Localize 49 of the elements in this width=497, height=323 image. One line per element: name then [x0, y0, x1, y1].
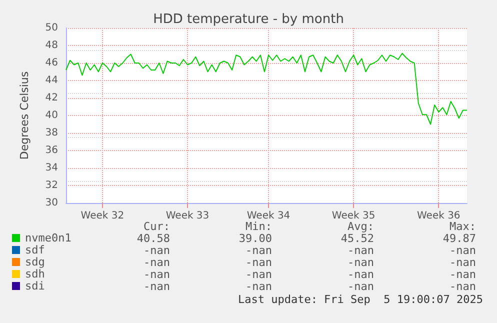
text: Avg:	[348, 220, 374, 233]
y-tick-label: 50	[45, 22, 58, 34]
legend-label: sdh	[25, 268, 45, 280]
text: Last update: Fri Sep 5 19:00:07 2025	[238, 293, 484, 306]
text: Cur:	[144, 220, 170, 233]
legend-label: sdg	[25, 256, 45, 268]
text: Max:	[450, 220, 476, 233]
text: -nan	[144, 268, 170, 281]
y-tick-label: 36	[45, 145, 58, 156]
text: -nan	[246, 268, 272, 281]
text: -nan	[348, 244, 374, 257]
text: -nan	[144, 244, 170, 257]
text: -nan	[246, 256, 272, 269]
text: -nan	[450, 256, 476, 269]
x-tick-label: Week 35	[332, 210, 376, 222]
text: -nan	[450, 244, 476, 257]
text: -nan	[450, 268, 476, 281]
y-axis-title: Degrees Celsius	[18, 71, 31, 160]
text: -nan	[144, 256, 170, 269]
x-tick-label: Week 36	[416, 210, 460, 222]
y-tick-label: 30	[45, 198, 58, 208]
legend-label: sdf	[25, 244, 45, 256]
text: Min:	[246, 220, 272, 233]
line-series	[66, 52, 468, 125]
y-tick-label: 44	[45, 75, 58, 86]
text: 49.87	[442, 232, 476, 245]
chart-title: HDD temperature - by month	[153, 12, 344, 27]
y-tick-label: 34	[45, 162, 58, 174]
y-tick-label: 46	[45, 58, 58, 68]
text: 39.00	[238, 232, 272, 245]
y-tick-label: 48	[45, 40, 58, 51]
text: -nan	[348, 268, 374, 281]
text: 40.58	[136, 232, 170, 245]
text: -nan	[348, 256, 374, 269]
text: 45.52	[340, 232, 374, 245]
x-tick-label: Week 34	[246, 210, 290, 222]
y-tick-label: 38	[45, 128, 58, 138]
x-tick-label: Week 33	[166, 210, 210, 222]
x-tick-label: Week 32	[80, 210, 124, 222]
y-tick-label: 32	[45, 180, 58, 191]
y-tick-label: 42	[45, 92, 58, 104]
text: -nan	[144, 280, 170, 293]
y-tick-label: 40	[45, 110, 58, 121]
text: -nan	[246, 280, 272, 293]
text: -nan	[450, 280, 476, 293]
text: -nan	[246, 244, 272, 257]
legend-label: sdi	[25, 280, 45, 292]
legend-label: nvme0n1	[25, 232, 72, 244]
text: -nan	[348, 280, 374, 293]
